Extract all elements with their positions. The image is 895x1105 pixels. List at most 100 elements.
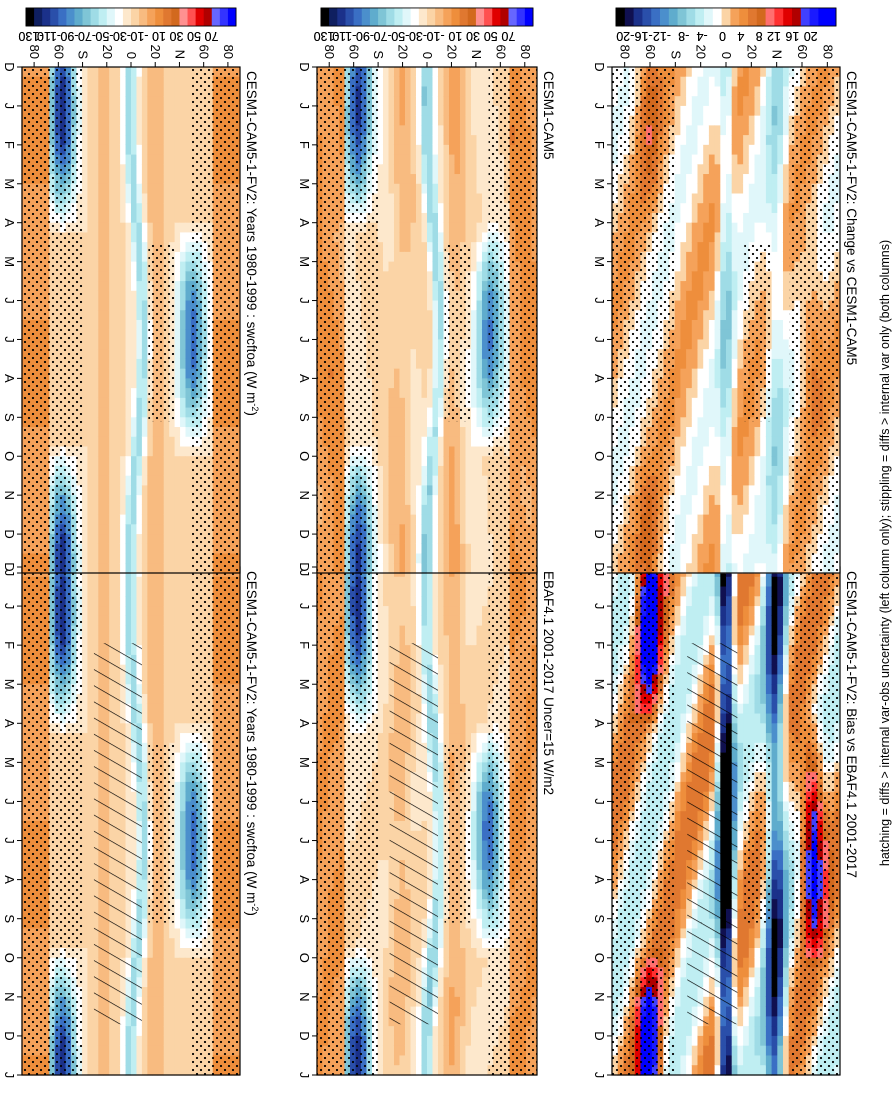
heatmap-cell (146, 977, 153, 988)
heatmap-cell (184, 869, 191, 881)
heatmap-cell (124, 596, 131, 607)
heatmap-cell (168, 1006, 175, 1017)
heatmap-cell (86, 977, 93, 988)
heatmap-cell (92, 1065, 99, 1076)
heatmap-cell (86, 251, 93, 263)
heatmap-cell (114, 329, 121, 341)
heatmap-cell (179, 1026, 186, 1037)
y-tick-label: 80 (27, 45, 42, 59)
heatmap-cell (146, 703, 153, 715)
heatmap-cell (92, 320, 99, 331)
heatmap-cell (86, 154, 93, 165)
heatmap-cell (135, 212, 142, 224)
heatmap-cell (119, 203, 126, 214)
heatmap-cell (387, 586, 394, 597)
heatmap-cell (108, 485, 115, 496)
heatmap-cell (157, 977, 164, 988)
heatmap-cell (152, 96, 159, 107)
colorbar-swatch (98, 8, 107, 26)
heatmap-cell (459, 664, 466, 676)
heatmap-cell (141, 684, 148, 695)
heatmap-cell (404, 586, 411, 597)
heatmap-cell (119, 125, 126, 136)
heatmap-cell (108, 174, 115, 185)
heatmap-cell (119, 349, 126, 360)
heatmap-cell (163, 534, 170, 545)
heatmap-cell (124, 310, 131, 321)
colorbar-swatch (179, 8, 188, 26)
heatmap-cell (152, 596, 159, 607)
heatmap-cell (168, 1026, 175, 1037)
heatmap-cell (135, 1065, 142, 1076)
heatmap-cell (173, 576, 181, 588)
heatmap-cell (119, 407, 126, 418)
heatmap-cell (157, 475, 164, 487)
heatmap-cell (163, 664, 170, 676)
heatmap-cell (130, 251, 137, 263)
heatmap-cell (173, 358, 181, 370)
heatmap-cell (114, 125, 121, 136)
heatmap-cell (470, 654, 477, 666)
heatmap-cell (92, 67, 99, 78)
heatmap-cell (387, 606, 394, 617)
heatmap-cell (184, 821, 191, 832)
heatmap-cell (442, 586, 449, 597)
heatmap-cell (173, 174, 181, 185)
heatmap-cell (173, 694, 181, 705)
heatmap-cell (179, 242, 186, 253)
heatmap-cell (86, 1065, 93, 1076)
heatmap-cell (119, 1026, 126, 1037)
heatmap-cell (184, 801, 191, 812)
colorbar-label: 50 (187, 29, 201, 43)
heatmap-cell (103, 1026, 110, 1037)
heatmap-cell (382, 684, 389, 695)
heatmap-cell (184, 290, 191, 302)
heatmap-cell (157, 105, 164, 117)
heatmap-cell (152, 1026, 159, 1037)
heatmap-cell (97, 1035, 104, 1047)
heatmap-cell (168, 495, 175, 506)
heatmap-cell (108, 135, 115, 146)
heatmap-cell (184, 115, 191, 126)
heatmap-cell (157, 436, 164, 448)
heatmap-cell (119, 86, 126, 97)
heatmap-cell (119, 465, 126, 477)
heatmap-cell (130, 183, 137, 195)
heatmap-cell (103, 407, 110, 418)
heatmap-cell (119, 615, 126, 627)
heatmap-cell (173, 485, 181, 496)
heatmap-cell (448, 654, 455, 666)
x-tick-label: N (2, 490, 17, 499)
heatmap-cell (130, 281, 137, 292)
heatmap-cell (141, 300, 148, 311)
heatmap-cell (168, 514, 175, 525)
heatmap-cell (146, 674, 153, 685)
heatmap-cell (135, 300, 142, 311)
heatmap-cell (168, 703, 175, 715)
heatmap-cell (141, 1006, 148, 1017)
heatmap-cell (141, 781, 148, 793)
heatmap-cell (437, 576, 444, 588)
heatmap-cell (157, 1065, 164, 1076)
heatmap-cell (86, 524, 93, 535)
heatmap-cell (179, 135, 186, 146)
heatmap-cell (86, 222, 93, 234)
heatmap-cell (163, 1016, 170, 1027)
heatmap-cell (119, 358, 126, 370)
heatmap-cell (184, 339, 191, 350)
heatmap-cell (92, 514, 99, 525)
heatmap-cell (179, 840, 186, 851)
heatmap-cell (119, 378, 126, 389)
colorbar-swatch (122, 8, 131, 26)
heatmap-cell (92, 407, 99, 418)
x-tick-label: A (2, 719, 17, 728)
heatmap-cell (152, 495, 159, 506)
heatmap-cell (119, 339, 126, 350)
heatmap-cell (475, 713, 482, 724)
heatmap-cell (86, 1026, 93, 1037)
heatmap-cell (86, 514, 93, 525)
x-tick-label: D (2, 62, 17, 71)
heatmap-cell (114, 86, 121, 97)
heatmap-cell (141, 534, 148, 545)
heatmap-cell (86, 300, 93, 311)
